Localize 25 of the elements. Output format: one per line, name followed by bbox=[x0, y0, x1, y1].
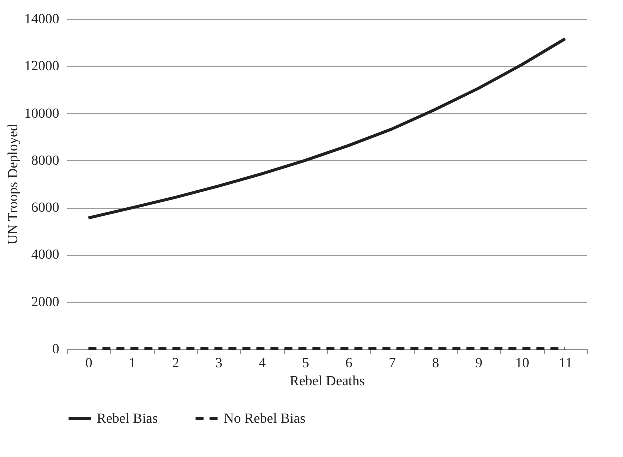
y-tick-label: 8000 bbox=[32, 154, 60, 169]
x-tick-label: 0 bbox=[86, 356, 93, 372]
line-series bbox=[87, 38, 567, 220]
y-tick-label: 0 bbox=[52, 342, 60, 358]
x-tick-label: 2 bbox=[172, 356, 180, 372]
x-tick-label: 7 bbox=[389, 356, 396, 372]
y-axis-title: UN Troops Deployed bbox=[6, 124, 22, 245]
x-tick-label: 11 bbox=[559, 356, 573, 372]
x-axis-title: Rebel Deaths bbox=[290, 374, 366, 390]
x-tick-label: 4 bbox=[259, 356, 266, 372]
y-tick-label: 10000 bbox=[24, 106, 60, 122]
x-tick-label: 6 bbox=[346, 356, 353, 372]
x-tick-label: 8 bbox=[432, 356, 440, 372]
legend-label: No Rebel Bias bbox=[224, 412, 306, 427]
y-tick-label: 6000 bbox=[32, 201, 60, 216]
y-tick-label: 2000 bbox=[32, 295, 60, 310]
x-tick-label: 9 bbox=[476, 356, 483, 372]
y-tick-label: 12000 bbox=[24, 60, 60, 75]
legend-label: Rebel Bias bbox=[97, 412, 158, 427]
y-tick-label: 4000 bbox=[32, 248, 60, 264]
x-tick-label: 1 bbox=[129, 356, 136, 372]
x-tick-label: 10 bbox=[516, 356, 530, 372]
x-tick-label: 5 bbox=[302, 356, 310, 372]
x-tick-label: 3 bbox=[216, 356, 223, 372]
y-tick-label: 14000 bbox=[24, 12, 60, 28]
